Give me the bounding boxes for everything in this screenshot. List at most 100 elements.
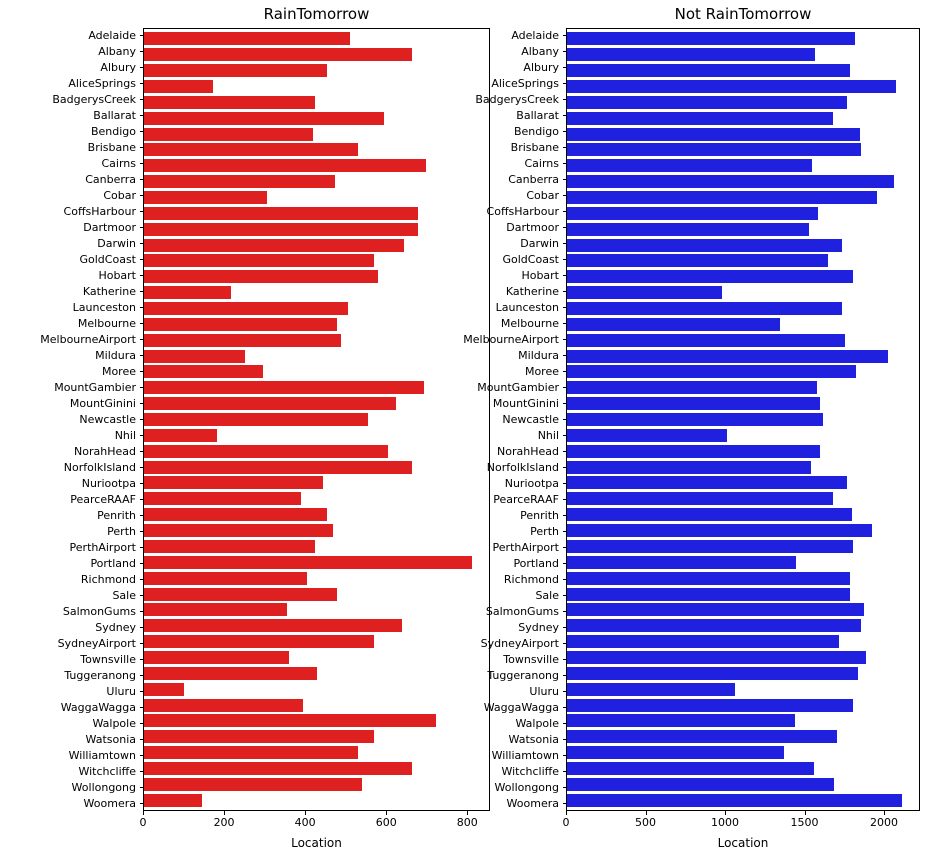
y-tick-mark [140, 275, 143, 277]
y-tick-mark [563, 147, 566, 149]
bar-row [144, 63, 489, 79]
y-tick-mark [140, 754, 143, 756]
category-label: GoldCoast [495, 252, 566, 268]
category-label: Dartmoor [495, 220, 566, 236]
x-tick-label: 800 [456, 816, 478, 829]
bar-row [567, 745, 919, 761]
category-label: Williamtown [492, 747, 566, 763]
category-label: Nuriootpa [495, 476, 566, 492]
y-tick-mark [563, 83, 566, 85]
bar-row [144, 205, 489, 221]
bar-row [567, 554, 919, 570]
y-tick-mark [563, 179, 566, 181]
bar [144, 413, 368, 427]
y-tick-mark [563, 658, 566, 660]
bar [144, 603, 288, 617]
bar-row [144, 523, 489, 539]
y-tick-mark [563, 195, 566, 197]
bar [144, 635, 374, 649]
bar [567, 730, 838, 744]
bar [567, 175, 895, 189]
y-tick-mark [140, 403, 143, 405]
x-tick-mark [645, 811, 647, 815]
bar-row [144, 427, 489, 443]
title-row-left: RainTomorrow [0, 0, 495, 28]
bar-row [567, 776, 919, 792]
category-label: SydneyAirport [0, 635, 143, 651]
bar [144, 714, 437, 728]
bar [144, 127, 314, 141]
category-label: Tuggeranong [0, 667, 143, 683]
bar-row [144, 761, 489, 777]
bar-row [567, 269, 919, 285]
bar-row [567, 158, 919, 174]
bar [567, 761, 814, 775]
bar-row [144, 491, 489, 507]
y-tick-mark [140, 499, 143, 501]
bar [144, 175, 336, 189]
bar-row [567, 126, 919, 142]
x-tick-mark [143, 811, 144, 815]
bar-row [567, 570, 919, 586]
category-label: PearceRAAF [493, 492, 566, 508]
plot-area [143, 28, 490, 811]
y-tick-mark [563, 802, 566, 804]
category-label: Mildura [0, 348, 143, 364]
bar [144, 64, 328, 78]
y-tick-mark [563, 307, 566, 309]
category-label: Albany [0, 44, 143, 60]
y-tick-mark [140, 483, 143, 485]
y-tick-mark [140, 578, 143, 580]
category-label: Walpole [495, 715, 566, 731]
y-tick-mark [563, 467, 566, 469]
bar-row [567, 94, 919, 110]
bar [144, 206, 419, 220]
y-tick-mark [140, 355, 143, 357]
category-label: MelbourneAirport [0, 332, 143, 348]
bar [567, 603, 865, 617]
bar-row [567, 475, 919, 491]
bar-row [144, 348, 489, 364]
x-tick-label: 400 [294, 816, 316, 829]
bar [144, 111, 384, 125]
bar [567, 254, 828, 268]
bar [144, 460, 413, 474]
y-tick-mark [563, 115, 566, 117]
x-axis-label-right: Location [717, 836, 769, 850]
bar-row [144, 443, 489, 459]
bar-row [144, 412, 489, 428]
bar [567, 365, 857, 379]
category-label: Bendigo [0, 124, 143, 140]
bar [567, 143, 862, 157]
y-tick-mark [563, 706, 566, 708]
category-label: PerthAirport [493, 540, 566, 556]
y-tick-mark [140, 307, 143, 309]
y-tick-mark [563, 35, 566, 37]
y-tick-mark [563, 690, 566, 692]
y-tick-mark [563, 483, 566, 485]
bar-row [567, 205, 919, 221]
bar [567, 508, 852, 522]
x-tick-label: 0 [562, 816, 570, 829]
chart-rain-tomorrow: RainTomorrow Adelaide Albany Albury AliceSp… [0, 0, 495, 850]
bar [567, 111, 833, 125]
bar-row [567, 618, 919, 634]
bar [144, 317, 338, 331]
category-label: CoffsHarbour [0, 204, 143, 220]
bar [567, 746, 784, 760]
category-label: NorfolkIsland [0, 460, 143, 476]
bar-row [144, 602, 489, 618]
bar [567, 524, 873, 538]
category-label: SydneyAirport [481, 635, 566, 651]
bar [567, 476, 847, 490]
y-tick-mark [140, 291, 143, 293]
bar-row [567, 761, 919, 777]
bar [567, 555, 797, 569]
bar [144, 80, 213, 93]
y-tick-mark [563, 562, 566, 564]
category-label: BadgerysCreek [0, 92, 143, 108]
category-label: Nhil [495, 428, 566, 444]
bar [567, 444, 820, 458]
bar-row [567, 602, 919, 618]
category-label: Sydney [495, 619, 566, 635]
